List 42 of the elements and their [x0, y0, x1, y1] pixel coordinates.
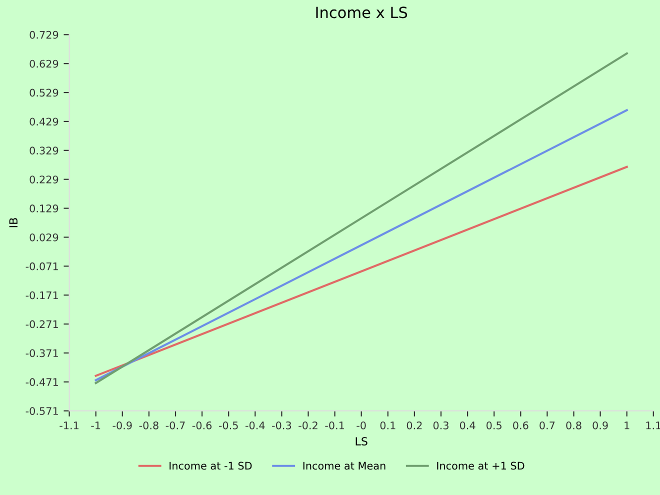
x-tick-label: -0.2 [298, 421, 318, 430]
y-tick-label: 0.529 [30, 88, 58, 97]
x-tick-label: 0.8 [566, 421, 582, 430]
x-tick-label: 0.5 [486, 421, 502, 430]
x-tick-label: -0.4 [245, 421, 265, 430]
x-tick-label: 0.4 [460, 421, 476, 430]
x-tick-label: -1.1 [60, 422, 78, 430]
y-tick-label: 0.229 [30, 176, 58, 184]
y-tick-label: -0.271 [26, 320, 58, 328]
x-tick-label: -0 [356, 421, 366, 430]
y-tick-label: -0.471 [26, 378, 58, 386]
x-tick-label: -0.5 [218, 421, 238, 430]
y-tick-label: 0.329 [30, 146, 58, 155]
y-tick-label: 0.729 [30, 30, 58, 39]
x-tick-label: 0.1 [380, 421, 396, 430]
x-tick-label: 0.2 [406, 421, 422, 430]
y-tick-label: 0.629 [30, 60, 58, 68]
x-tick-label: -0.8 [139, 421, 158, 430]
y-tick-label: 0.029 [30, 233, 58, 242]
y-tick-label: -0.071 [26, 262, 58, 270]
x-tick-label: 0.7 [540, 421, 555, 430]
x-tick-label: -0.6 [192, 421, 212, 430]
x-tick-label: -0.7 [166, 421, 185, 430]
y-tick-label: 0.429 [30, 118, 58, 126]
y-tick-label: 0.129 [30, 204, 58, 212]
y-axis-title: IB [9, 218, 18, 228]
x-tick-label: -1 [91, 422, 100, 430]
y-tick-label: -0.371 [26, 349, 58, 358]
x-tick-label: -0.1 [325, 421, 344, 430]
legend-label: Income at -1 SD [170, 462, 252, 470]
y-tick-label: -0.171 [26, 291, 58, 300]
x-tick-label: -0.3 [272, 421, 292, 430]
y-tick-label: -0.571 [26, 407, 58, 415]
x-tick-label: -0.9 [112, 421, 132, 430]
x-axis-title: LS [356, 437, 368, 446]
x-tick-label: 0.9 [592, 421, 608, 430]
legend-label: Income at +1 SD [437, 462, 524, 470]
legend-label: Income at Mean [303, 462, 386, 470]
chart-title: Income x LS [316, 6, 408, 18]
x-tick-label: 1 [624, 422, 630, 430]
x-tick-label: 0.6 [513, 421, 528, 430]
x-tick-label: 0.3 [433, 421, 448, 430]
